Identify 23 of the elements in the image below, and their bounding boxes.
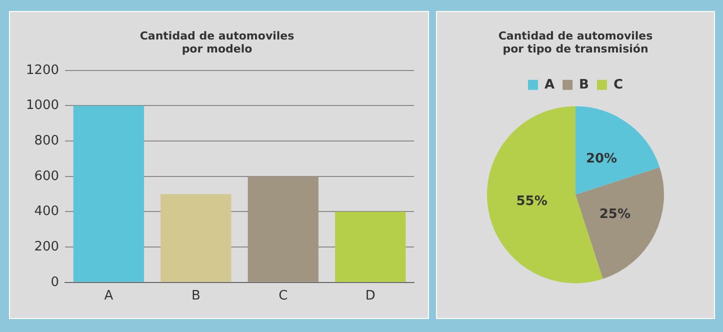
y-tick-label: 1000 <box>26 98 60 114</box>
bar <box>73 106 144 282</box>
data-label: 25% <box>599 207 630 222</box>
data-label: 55% <box>516 194 548 209</box>
y-tick-label: 0 <box>50 274 60 290</box>
legend-label: B <box>579 77 589 92</box>
x-tick-label: C <box>278 288 288 304</box>
chart-title: Cantidad de automoviles por tipo de transmisión <box>498 29 654 56</box>
data-label: 20% <box>586 151 618 166</box>
bar <box>248 176 318 282</box>
chart-title: Cantidad de automoviles por modelo <box>140 29 295 56</box>
legend-label: C <box>613 77 624 92</box>
y-tick-label: 600 <box>34 168 60 184</box>
bar <box>160 194 232 282</box>
x-tick-label: B <box>191 288 200 304</box>
x-tick-label: D <box>365 288 376 304</box>
legend-label: A <box>544 77 555 92</box>
x-tick-label: A <box>104 288 114 304</box>
y-tick-label: 800 <box>34 133 60 148</box>
y-tick-label: 200 <box>34 239 60 254</box>
bar <box>335 212 406 282</box>
y-tick-label: 400 <box>34 204 60 220</box>
y-tick-label: 1200 <box>26 62 60 78</box>
